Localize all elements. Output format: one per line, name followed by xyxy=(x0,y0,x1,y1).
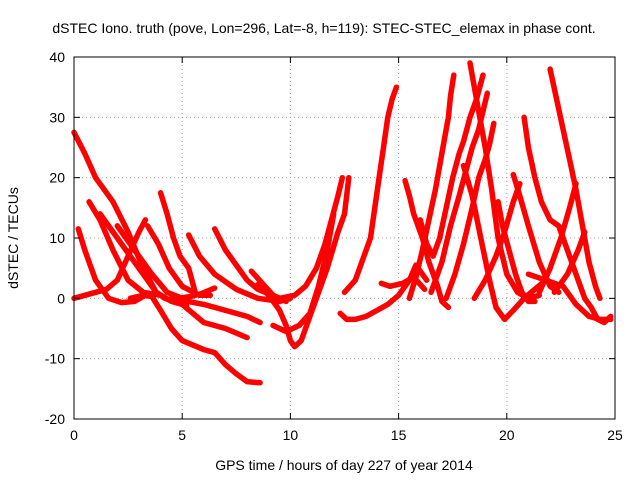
series-arc-14 xyxy=(248,268,289,305)
series-arc-07 xyxy=(127,292,263,386)
x-tick-label: 10 xyxy=(283,427,299,443)
series-arc-31 xyxy=(536,180,579,296)
series-arc-32 xyxy=(547,66,603,302)
y-tick-label: -10 xyxy=(45,351,65,367)
series-arc-28 xyxy=(495,199,538,305)
series-arc-17 xyxy=(337,262,430,323)
y-tick-label: 40 xyxy=(49,49,65,65)
x-axis-label: GPS time / hours of day 227 of year 2014 xyxy=(215,457,473,473)
series-arc-34 xyxy=(551,229,588,296)
series-arc-15 xyxy=(255,174,352,350)
x-tick-labels: 0 5 10 15 20 25 xyxy=(70,427,623,443)
plot-frame xyxy=(73,56,616,420)
x-tick-label: 0 xyxy=(70,427,78,443)
y-tick-label: 10 xyxy=(49,230,65,246)
series-arc-16 xyxy=(270,211,337,335)
series-arc-18 xyxy=(341,84,400,296)
x-tick-label: 15 xyxy=(391,427,407,443)
series-arc-24 xyxy=(443,120,497,302)
y-tick-label: 30 xyxy=(49,109,65,125)
series-arc-33 xyxy=(525,271,614,323)
series-arc-04 xyxy=(86,199,164,299)
series-arc-29 xyxy=(510,171,562,296)
y-tick-label: -20 xyxy=(45,411,65,427)
series-arc-20 xyxy=(402,177,452,311)
series-arc-03 xyxy=(75,226,146,306)
x-tick-label: 5 xyxy=(178,427,186,443)
y-tick-labels: -20 -10 0 10 20 30 40 xyxy=(45,49,65,427)
series-arc-11 xyxy=(185,232,294,305)
chart-title: dSTEC Iono. truth (pove, Lon=296, Lat=-8… xyxy=(52,20,595,36)
series-arc-09 xyxy=(157,190,198,296)
x-tick-label: 20 xyxy=(499,427,515,443)
series-arc-10 xyxy=(175,285,218,302)
y-axis-label: dSTEC / TECUs xyxy=(5,187,21,289)
series-arc-06 xyxy=(114,223,185,302)
series-arc-22 xyxy=(417,72,486,259)
y-tick-label: 20 xyxy=(49,170,65,186)
series-arc-21 xyxy=(406,72,457,302)
series-arc-27 xyxy=(471,180,523,302)
series-arc-05 xyxy=(97,211,190,309)
series-arc-26 xyxy=(460,162,549,323)
x-tick-label: 25 xyxy=(607,427,623,443)
series-arc-02 xyxy=(71,217,149,302)
series-arc-12 xyxy=(168,295,263,326)
y-tick-label: 0 xyxy=(57,290,65,306)
series-group xyxy=(71,60,614,386)
